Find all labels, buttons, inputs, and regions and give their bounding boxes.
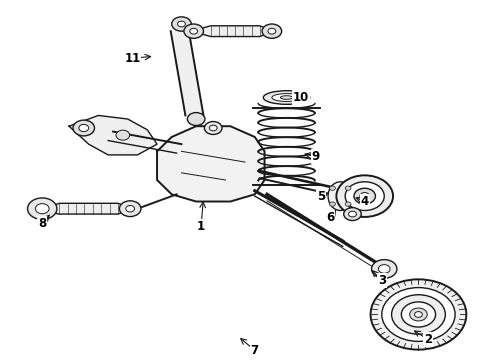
Circle shape [126, 206, 135, 212]
Text: 5: 5 [317, 190, 325, 203]
Circle shape [330, 202, 335, 206]
Text: 7: 7 [251, 344, 259, 357]
Circle shape [120, 201, 141, 217]
Circle shape [415, 312, 422, 318]
Ellipse shape [349, 189, 366, 210]
Circle shape [401, 302, 436, 327]
Circle shape [79, 125, 89, 132]
Text: 1: 1 [197, 220, 205, 233]
Circle shape [190, 28, 197, 34]
Text: 11: 11 [124, 51, 141, 64]
Polygon shape [40, 203, 133, 214]
Circle shape [343, 208, 361, 221]
Ellipse shape [272, 94, 301, 102]
Circle shape [184, 24, 203, 39]
Circle shape [336, 175, 393, 217]
Text: 9: 9 [312, 150, 320, 163]
Circle shape [172, 17, 191, 31]
Text: 6: 6 [326, 211, 335, 224]
Circle shape [371, 260, 397, 278]
Circle shape [330, 186, 335, 190]
Circle shape [209, 125, 217, 131]
Circle shape [392, 295, 445, 334]
Circle shape [345, 202, 351, 206]
Ellipse shape [328, 182, 352, 211]
Polygon shape [69, 116, 157, 155]
Circle shape [268, 28, 276, 34]
Text: 8: 8 [38, 216, 47, 230]
Ellipse shape [280, 96, 293, 99]
Circle shape [378, 265, 390, 273]
Text: 4: 4 [361, 195, 369, 208]
Circle shape [187, 113, 205, 126]
Circle shape [348, 211, 356, 217]
Polygon shape [191, 26, 274, 37]
Text: 3: 3 [378, 274, 386, 287]
Circle shape [345, 186, 351, 190]
Circle shape [177, 21, 185, 27]
Circle shape [382, 288, 455, 341]
Circle shape [27, 198, 57, 220]
Circle shape [262, 24, 282, 39]
Circle shape [116, 130, 130, 140]
Text: 2: 2 [424, 333, 432, 346]
Circle shape [360, 193, 369, 200]
Circle shape [345, 182, 384, 211]
Circle shape [73, 120, 95, 136]
Circle shape [35, 204, 49, 214]
Polygon shape [171, 31, 203, 116]
Circle shape [410, 308, 427, 321]
Circle shape [370, 279, 466, 350]
Ellipse shape [263, 91, 310, 104]
Text: 10: 10 [293, 91, 309, 104]
Circle shape [204, 122, 222, 134]
Polygon shape [157, 126, 265, 202]
Circle shape [354, 188, 375, 204]
